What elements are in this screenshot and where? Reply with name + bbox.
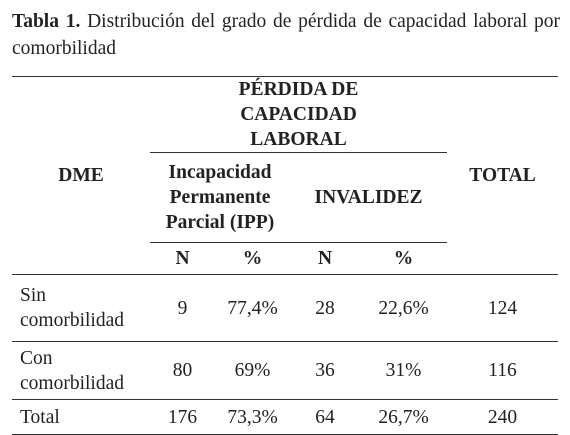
cell: 116 (447, 341, 559, 400)
header-cell: N (175, 248, 190, 269)
table-row: Con comorbilidad 80 69% 36 31% 116 (12, 341, 559, 400)
cell: 80 (150, 341, 215, 400)
cell: 22,6% (360, 274, 448, 342)
caption-text: Distribución del grado de pérdida de cap… (12, 11, 560, 59)
cell: 73,3% (215, 399, 290, 435)
header-cell: % (242, 248, 263, 269)
header-cell: % (393, 248, 414, 269)
header-cell: Incapacidad Permanente Parcial (IPP) (150, 152, 290, 243)
cell: 9 (150, 274, 215, 342)
cell: 28 (290, 274, 360, 342)
header-cell: N (317, 248, 333, 269)
cell: 69% (215, 341, 290, 400)
cell: 124 (447, 274, 559, 342)
row-label: Total (12, 399, 150, 435)
cell: 36 (290, 341, 360, 400)
row-label: Con comorbilidad (12, 341, 150, 400)
cell: 64 (290, 399, 360, 435)
row-label: Sin comorbilidad (12, 274, 150, 342)
cell: 26,7% (360, 399, 448, 435)
cell: 240 (447, 399, 559, 435)
table-row: Sin comorbilidad 9 77,4% 28 22,6% 124 (12, 274, 559, 342)
caption-label: Tabla 1. (12, 11, 81, 32)
header-cell: INVALIDEZ (290, 152, 448, 243)
caption: Tabla 1. Distribución del grado de pérdi… (12, 8, 560, 62)
table-row: Total 176 73,3% 64 26,7% 240 (12, 399, 559, 435)
cell: 176 (150, 399, 215, 435)
table: DME PÉRDIDA DE CAPACIDAD LABORAL TOTAL I… (12, 76, 559, 435)
cell: 31% (360, 341, 448, 400)
header-cell: TOTAL (447, 76, 559, 275)
cell: 77,4% (215, 274, 290, 342)
header-cell: PÉRDIDA DE CAPACIDAD LABORAL (150, 76, 448, 153)
header-cell: DME (12, 76, 150, 275)
